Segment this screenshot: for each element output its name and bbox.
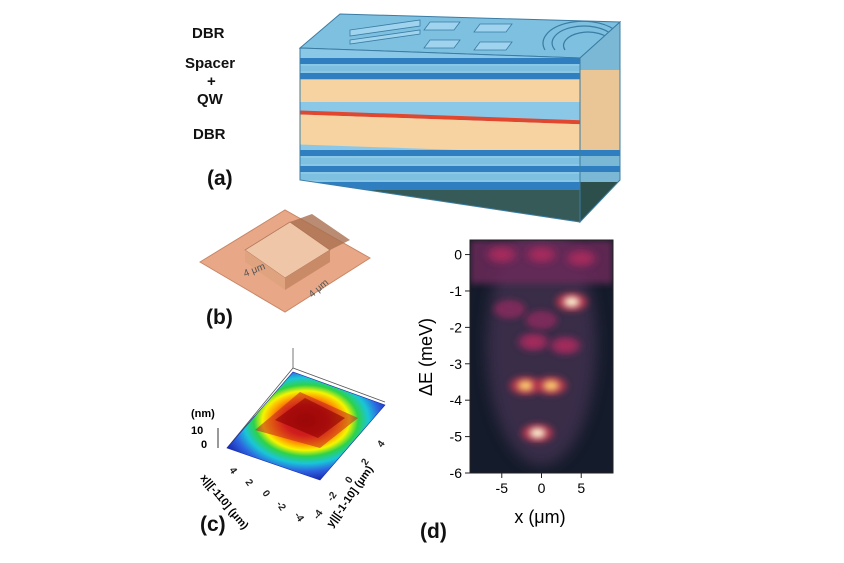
heatmap-spot: [529, 427, 546, 438]
y-tick-label: -1: [450, 283, 463, 299]
label-qw: QW: [197, 91, 223, 108]
y-tick-label: 0: [454, 247, 462, 263]
heatmap-spots: [485, 245, 598, 442]
heatmap-y-label: ΔE (meV): [416, 318, 436, 396]
label-top-dbr: DBR: [192, 25, 225, 42]
label-spacer: Spacer: [185, 55, 236, 72]
y-tick-label: -5: [450, 429, 463, 445]
panel-d-label: (d): [420, 520, 447, 543]
y-tick-label: -6: [450, 465, 463, 481]
panel-a-label: (a): [207, 167, 233, 190]
panel-c-label: (c): [200, 513, 226, 536]
label-plus: +: [207, 73, 216, 90]
heatmap-spot: [571, 253, 592, 264]
heatmap-ticks: 0 -1 -2 -3 -4 -5 -6 -5 0 5: [450, 247, 586, 496]
y-tick-label: -4: [450, 392, 463, 408]
heatmap-spot: [517, 380, 534, 391]
x-tick-label: 5: [577, 480, 585, 496]
label-bottom-dbr: DBR: [193, 126, 226, 143]
heatmap-spot: [543, 380, 560, 391]
heatmap-spot: [531, 315, 552, 326]
heatmap-spot: [499, 304, 520, 315]
heatmap-spot: [563, 296, 580, 307]
x-tick-label: -5: [496, 480, 509, 496]
y-tick-label: -3: [450, 356, 463, 372]
heatmap-spot: [531, 249, 552, 260]
x-tick-label: 0: [538, 480, 546, 496]
y-tick-label: -2: [450, 319, 463, 335]
panel-b-label: (b): [206, 306, 233, 329]
heatmap-spot: [555, 340, 576, 351]
heatmap-x-label: x (μm): [514, 507, 565, 527]
heatmap-spot: [523, 336, 544, 347]
heatmap-spot: [491, 249, 512, 260]
